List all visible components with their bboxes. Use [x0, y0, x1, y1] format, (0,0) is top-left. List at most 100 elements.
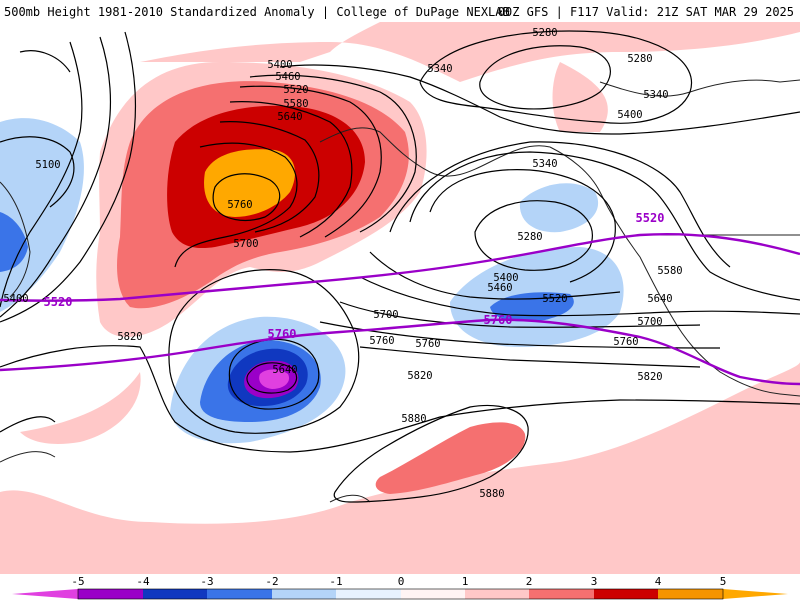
contour-label: 5340 — [532, 158, 557, 170]
contour-5280-east — [474, 200, 593, 271]
contour-5760-high — [212, 173, 281, 221]
colorbar-neg2 — [207, 589, 272, 599]
contour-5520 — [239, 85, 382, 238]
contour-5820 — [0, 345, 800, 453]
colorbar-pos4 — [658, 589, 723, 599]
contour-5640-east — [339, 301, 701, 328]
highlight-label: 5760 — [268, 327, 297, 341]
contour-5340-east — [429, 169, 616, 283]
contour-label: 5520 — [283, 84, 308, 96]
contour-label: 5640 — [277, 111, 302, 123]
colorbar-pos1 — [465, 589, 529, 599]
contour-label: 5760 — [415, 338, 440, 350]
contour-label: 5820 — [637, 371, 662, 383]
colorbar-neg3 — [143, 589, 207, 599]
contour-label: 5400 — [617, 109, 642, 121]
highlight-labels: 5520 5760 5760 5520 — [44, 211, 665, 341]
colorbar-tick: -3 — [200, 575, 214, 588]
contour-label: 5700 — [637, 316, 662, 328]
colorbar-tick: -4 — [136, 575, 150, 588]
colorbar-tick: 1 — [461, 575, 469, 588]
coastline-hawaii — [329, 494, 371, 503]
contour-5700-east — [319, 321, 721, 349]
contour-5400-east — [409, 151, 800, 301]
colorbar-outline — [77, 588, 724, 600]
anomaly-pos1-south — [0, 362, 800, 574]
colorbar-neg4 — [78, 589, 143, 599]
contour-label: 5340 — [643, 89, 668, 101]
contour-west-2 — [0, 36, 112, 318]
contour-label: 5280 — [627, 53, 652, 65]
map-header: 500mb Height 1981-2010 Standardized Anom… — [0, 0, 800, 22]
colorbar-tick: -5 — [71, 575, 85, 588]
contour-west-3 — [0, 31, 137, 323]
negative-anomaly-fill — [0, 118, 624, 444]
contour-label: 5880 — [401, 413, 426, 425]
contour-label: 5580 — [283, 98, 308, 110]
colorbar-cap-left — [12, 589, 78, 599]
contour-label: 5400 — [267, 59, 292, 71]
contour-label: 5460 — [487, 282, 512, 294]
coastlines — [0, 79, 800, 503]
contour-label: 5820 — [407, 370, 432, 382]
colorbar-tick: 5 — [719, 575, 727, 588]
colorbar-graphic — [12, 588, 788, 600]
contour-label: 5400 — [493, 272, 518, 284]
purple-5760-line — [0, 318, 800, 386]
contour-5880-west — [0, 416, 56, 433]
highlight-label: 5760 — [484, 313, 513, 327]
map-panel: 5280 5280 5340 5400 5340 5400 5460 5520 … — [0, 22, 800, 574]
contour-label: 5640 — [272, 364, 297, 376]
anomaly-pos2-south — [375, 422, 526, 494]
contour-5280-north — [479, 45, 611, 110]
coastline-west — [0, 451, 56, 463]
colorbar-neutral-high — [401, 589, 465, 599]
contour-label: 5400 — [3, 293, 28, 305]
contour-label: 5280 — [532, 27, 557, 39]
contour-label: 5760 — [613, 336, 638, 348]
model-run-info: 00Z GFS | F117 Valid: 21Z SAT MAR 29 202… — [497, 5, 794, 19]
contour-label: 5640 — [647, 293, 672, 305]
anomaly-map: 5280 5280 5340 5400 5340 5400 5460 5520 … — [0, 22, 800, 574]
anomaly-neg1-west — [0, 118, 84, 312]
contour-5460-east — [389, 141, 731, 268]
colorbar-tick: 0 — [397, 575, 405, 588]
contour-5580 — [229, 101, 353, 238]
contour-5640 — [219, 121, 320, 233]
contour-label: 5700 — [233, 238, 258, 250]
height-contours — [0, 30, 800, 503]
contour-west-1 — [0, 41, 83, 308]
contour-5400-north — [279, 64, 800, 135]
contour-labels: 5280 5280 5340 5400 5340 5400 5460 5520 … — [3, 27, 682, 500]
contour-5580-east — [359, 276, 800, 317]
contour-low-5640 — [246, 362, 298, 394]
contour-label: 5520 — [542, 293, 567, 305]
anomaly-neg2-west — [0, 212, 28, 272]
contour-label: 5700 — [373, 309, 398, 321]
contour-5880-island — [333, 404, 529, 503]
colorbar-tick: 2 — [525, 575, 533, 588]
contour-label: 5460 — [275, 71, 300, 83]
positive-anomaly-fill — [0, 22, 800, 574]
highlight-label: 5520 — [636, 211, 665, 225]
colorbar-pos3 — [594, 589, 658, 599]
contour-5760-mid — [359, 346, 701, 368]
highlight-label: 5520 — [44, 295, 73, 309]
colorbar-cap-right — [723, 589, 788, 599]
contour-label: 5580 — [657, 265, 682, 277]
anomaly-pos1-east — [552, 62, 608, 132]
colorbar-tick: 3 — [590, 575, 598, 588]
anomaly-neg1-eastpac-north — [519, 183, 599, 233]
contour-low-5760 — [168, 269, 360, 434]
contour-label: 5820 — [117, 331, 142, 343]
colorbar-tick: -2 — [265, 575, 279, 588]
colorbar-neutral-low — [336, 589, 401, 599]
anomaly-colorbar: -5 -4 -3 -2 -1 0 1 2 3 4 5 — [0, 574, 800, 600]
contour-label: 5280 — [517, 231, 542, 243]
contour-label: 5760 — [369, 335, 394, 347]
contour-label: 5340 — [427, 63, 452, 75]
colorbar-pos2 — [529, 589, 594, 599]
colorbar-tick: 4 — [654, 575, 662, 588]
contour-5100-west — [0, 136, 75, 208]
coastline-kamchatka — [0, 181, 31, 298]
